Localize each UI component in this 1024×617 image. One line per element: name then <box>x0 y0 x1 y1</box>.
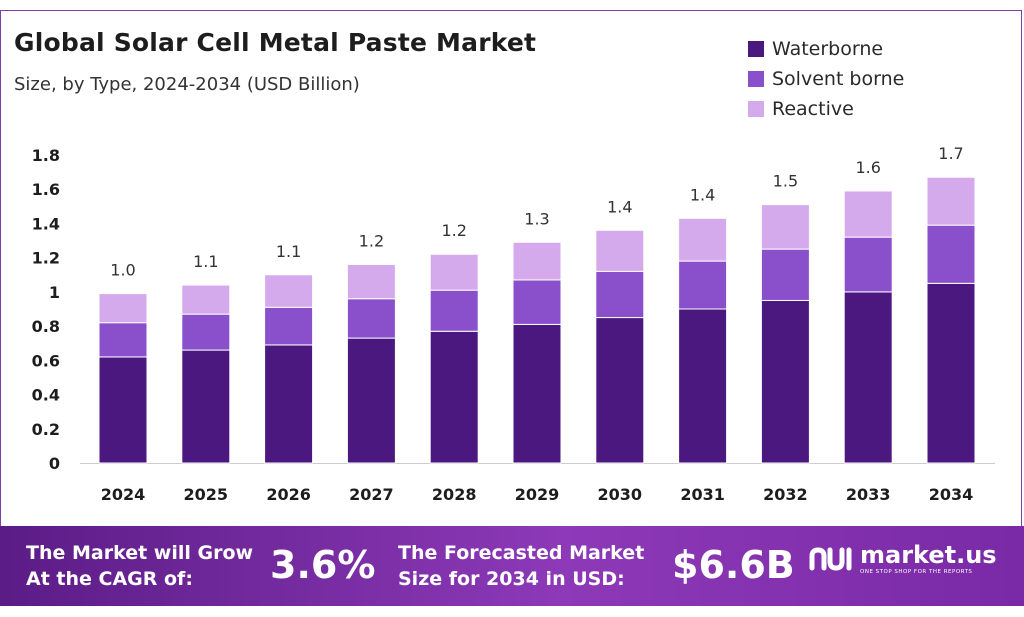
legend: Waterborne Solvent borne Reactive <box>748 34 904 124</box>
bar-segment-waterborne <box>98 356 148 464</box>
bar-segment-solvent-borne <box>98 322 148 358</box>
bar-total-label: 1.7 <box>938 144 963 163</box>
x-tick-label: 2032 <box>763 485 808 504</box>
bar-total-label: 1.5 <box>773 172 798 191</box>
bar-segment-solvent-borne <box>181 313 231 351</box>
x-tick-label: 2027 <box>349 485 394 504</box>
legend-swatch-reactive <box>748 101 764 117</box>
bar-segment-reactive <box>264 274 314 308</box>
bar-segment-solvent-borne <box>346 298 396 339</box>
y-tick-label: 0.2 <box>32 420 60 439</box>
cagr-caption-line1: The Market will Grow <box>26 542 254 564</box>
forecast-caption-line1: The Forecasted Market <box>398 542 645 564</box>
bar-segment-solvent-borne <box>595 270 645 319</box>
legend-label-solvent-borne: Solvent borne <box>772 68 905 90</box>
x-tick-label: 2031 <box>680 485 725 504</box>
summary-banner: The Market will Grow At the CAGR of: 3.6… <box>0 526 1024 606</box>
chart-title: Global Solar Cell Metal Paste Market <box>14 28 537 57</box>
bar-segment-reactive <box>926 176 976 226</box>
bar-segment-reactive <box>843 190 893 238</box>
bar-segment-solvent-borne <box>843 236 893 293</box>
bar-segment-solvent-borne <box>760 248 810 301</box>
y-tick-label: 0.8 <box>32 317 60 336</box>
x-tick-label: 2028 <box>432 485 477 504</box>
y-tick-label: 0.4 <box>32 386 60 405</box>
y-tick-label: 1.8 <box>32 146 60 165</box>
bar-segment-reactive <box>760 204 810 250</box>
bar-segment-reactive <box>595 229 645 272</box>
forecast-value: $6.6B <box>672 543 795 587</box>
bar-segment-reactive <box>346 264 396 300</box>
bar-total-label: 1.2 <box>441 221 466 240</box>
y-tick-label: 0.6 <box>32 351 60 370</box>
bar-segment-waterborne <box>429 330 479 464</box>
y-tick-label: 1.2 <box>32 249 60 268</box>
bar-segment-waterborne <box>346 337 396 464</box>
bar-segment-waterborne <box>843 291 893 464</box>
chart-subtitle: Size, by Type, 2024-2034 (USD Billion) <box>14 74 360 95</box>
bar-segment-solvent-borne <box>264 306 314 346</box>
bar-segment-reactive <box>678 217 728 262</box>
cagr-caption: The Market will Grow At the CAGR of: <box>26 540 253 592</box>
x-tick-label: 2034 <box>929 485 974 504</box>
bar-segment-reactive <box>98 293 148 324</box>
legend-item-solvent-borne: Solvent borne <box>748 64 904 94</box>
bar-segment-reactive <box>181 284 231 315</box>
y-tick-label: 0 <box>49 454 60 473</box>
logo-tagline: ONE STOP SHOP FOR THE REPORTS <box>860 569 973 575</box>
bar-total-label: 1.3 <box>524 209 549 228</box>
legend-swatch-waterborne <box>748 41 764 57</box>
bar-total-label: 1.0 <box>110 261 135 280</box>
legend-item-waterborne: Waterborne <box>748 34 904 64</box>
bar-segment-reactive <box>512 241 562 281</box>
bar-total-label: 1.2 <box>359 232 384 251</box>
bar-segment-waterborne <box>512 323 562 464</box>
bar-segment-waterborne <box>678 308 728 464</box>
bar-segment-reactive <box>429 253 479 291</box>
x-tick-label: 2026 <box>266 485 311 504</box>
y-tick-label: 1 <box>49 283 60 302</box>
legend-item-reactive: Reactive <box>748 94 904 124</box>
bar-total-label: 1.1 <box>276 242 301 261</box>
cagr-caption-line2: At the CAGR of: <box>26 568 193 590</box>
legend-label-reactive: Reactive <box>772 98 854 120</box>
bar-total-label: 1.1 <box>193 252 218 271</box>
x-tick-label: 2030 <box>598 485 643 504</box>
bar-segment-waterborne <box>181 349 231 464</box>
x-tick-label: 2033 <box>846 485 891 504</box>
bar-segment-waterborne <box>760 299 810 464</box>
y-tick-label: 1.4 <box>32 214 60 233</box>
bar-segment-waterborne <box>926 282 976 464</box>
legend-swatch-solvent-borne <box>748 71 764 87</box>
bar-total-label: 1.6 <box>855 158 880 177</box>
bar-segment-solvent-borne <box>926 224 976 284</box>
bar-segment-solvent-borne <box>512 279 562 325</box>
forecast-caption: The Forecasted Market Size for 2034 in U… <box>398 540 644 592</box>
bar-segment-waterborne <box>264 344 314 464</box>
bar-total-label: 1.4 <box>607 197 632 216</box>
x-tick-label: 2029 <box>515 485 560 504</box>
x-tick-label: 2024 <box>101 485 146 504</box>
bar-segment-solvent-borne <box>429 289 479 332</box>
market-us-logo: market.us ONE STOP SHOP FOR THE REPORTS <box>808 542 997 576</box>
legend-label-waterborne: Waterborne <box>772 38 884 60</box>
market-us-logo-icon <box>809 547 852 571</box>
y-tick-label: 1.6 <box>32 180 60 199</box>
bar-segment-waterborne <box>595 317 645 464</box>
forecast-caption-line2: Size for 2034 in USD: <box>398 568 625 590</box>
logo-text: market.us <box>860 541 997 569</box>
x-tick-label: 2025 <box>184 485 229 504</box>
bar-segment-solvent-borne <box>678 260 728 310</box>
cagr-value: 3.6% <box>270 543 376 587</box>
bar-total-label: 1.4 <box>690 185 715 204</box>
